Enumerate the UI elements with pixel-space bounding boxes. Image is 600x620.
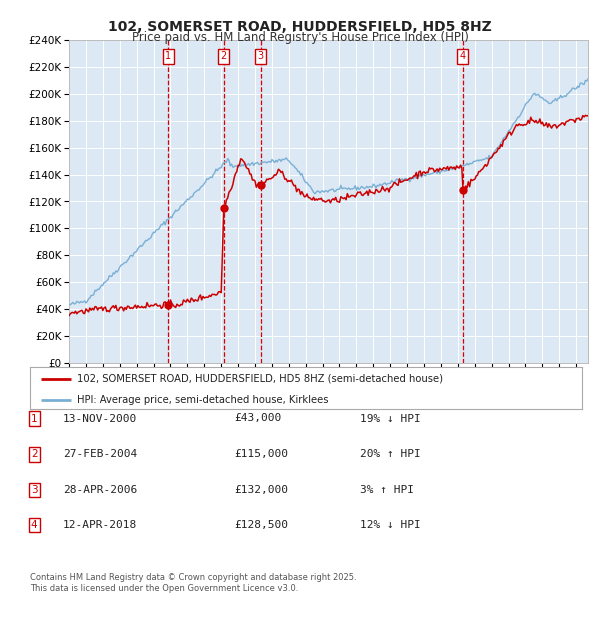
Text: 13-NOV-2000: 13-NOV-2000 <box>63 414 137 423</box>
Text: 12-APR-2018: 12-APR-2018 <box>63 520 137 530</box>
Text: 4: 4 <box>460 51 466 61</box>
Text: £115,000: £115,000 <box>234 450 288 459</box>
Text: 19% ↓ HPI: 19% ↓ HPI <box>360 414 421 423</box>
Text: HPI: Average price, semi-detached house, Kirklees: HPI: Average price, semi-detached house,… <box>77 395 328 405</box>
Text: Contains HM Land Registry data © Crown copyright and database right 2025.: Contains HM Land Registry data © Crown c… <box>30 572 356 582</box>
Text: 102, SOMERSET ROAD, HUDDERSFIELD, HD5 8HZ: 102, SOMERSET ROAD, HUDDERSFIELD, HD5 8H… <box>108 20 492 34</box>
Text: 3: 3 <box>257 51 263 61</box>
Text: 12% ↓ HPI: 12% ↓ HPI <box>360 520 421 530</box>
Text: 1: 1 <box>31 414 38 423</box>
Text: 2: 2 <box>221 51 227 61</box>
Text: 3% ↑ HPI: 3% ↑ HPI <box>360 485 414 495</box>
Text: This data is licensed under the Open Government Licence v3.0.: This data is licensed under the Open Gov… <box>30 583 298 593</box>
Text: £43,000: £43,000 <box>234 414 281 423</box>
Text: £128,500: £128,500 <box>234 520 288 530</box>
Text: 4: 4 <box>31 520 38 530</box>
Text: 28-APR-2006: 28-APR-2006 <box>63 485 137 495</box>
Text: £132,000: £132,000 <box>234 485 288 495</box>
Text: 20% ↑ HPI: 20% ↑ HPI <box>360 450 421 459</box>
Text: 27-FEB-2004: 27-FEB-2004 <box>63 450 137 459</box>
Text: Price paid vs. HM Land Registry's House Price Index (HPI): Price paid vs. HM Land Registry's House … <box>131 31 469 44</box>
Text: 2: 2 <box>31 450 38 459</box>
Text: 102, SOMERSET ROAD, HUDDERSFIELD, HD5 8HZ (semi-detached house): 102, SOMERSET ROAD, HUDDERSFIELD, HD5 8H… <box>77 374 443 384</box>
Text: 3: 3 <box>31 485 38 495</box>
Text: 1: 1 <box>165 51 171 61</box>
